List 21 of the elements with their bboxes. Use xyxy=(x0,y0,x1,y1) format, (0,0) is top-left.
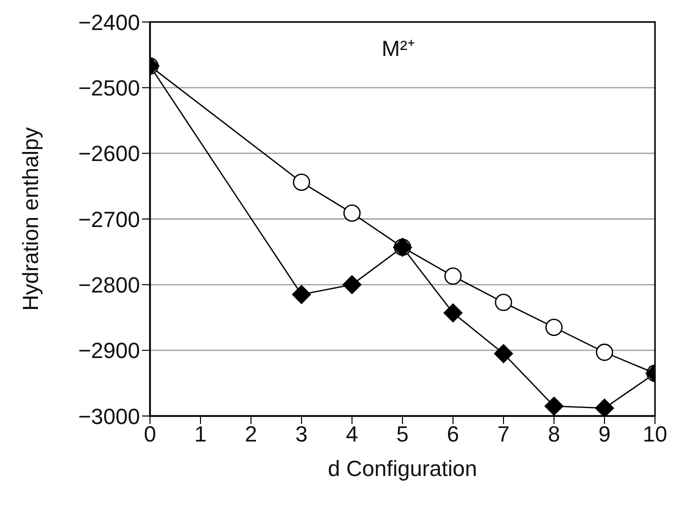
y-axis-title: Hydration enthalpy xyxy=(18,127,43,311)
x-tick-label: 5 xyxy=(396,422,409,447)
x-tick-label: 7 xyxy=(497,422,510,447)
x-tick-label: 8 xyxy=(548,422,560,447)
x-tick-label: 0 xyxy=(144,422,156,447)
x-tick-label: 10 xyxy=(642,422,668,447)
y-tick-label: −2700 xyxy=(78,206,140,232)
x-tick-label: 3 xyxy=(295,422,308,447)
x-tick-label: 2 xyxy=(244,422,258,447)
y-tick-label: −2600 xyxy=(78,141,140,166)
x-tick-label: 1 xyxy=(194,422,207,447)
y-tick-label: −2900 xyxy=(78,338,140,364)
x-tick-label: 9 xyxy=(598,422,611,447)
x-tick-label: 6 xyxy=(446,422,460,447)
annotation: M²⁺ xyxy=(380,35,416,62)
y-tick-label: −2500 xyxy=(78,75,140,100)
y-tick-label: −3000 xyxy=(78,404,140,429)
y-tick-label: −2400 xyxy=(78,10,140,35)
x-tick-label: 4 xyxy=(346,422,358,447)
x-axis-title: d Configuration xyxy=(328,456,478,481)
y-tick-label: −2800 xyxy=(78,272,140,298)
